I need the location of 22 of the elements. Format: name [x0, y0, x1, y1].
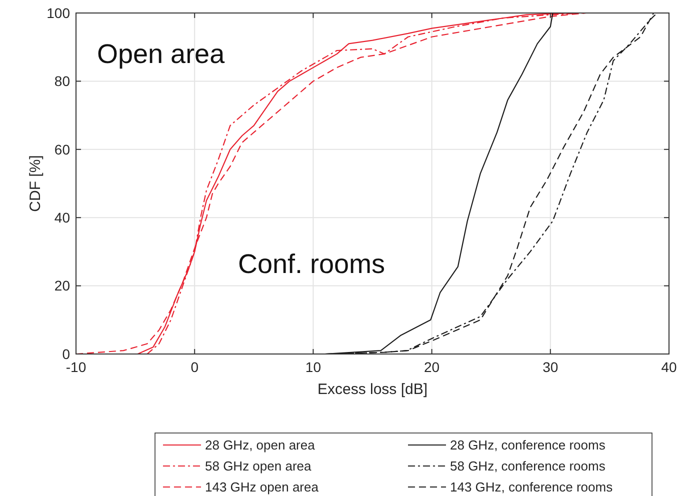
y-tick-label: 0 — [62, 346, 70, 362]
y-axis-title: CDF [%] — [27, 155, 44, 212]
legend-label: 28 GHz, open area — [205, 438, 316, 453]
annotation: Open area — [97, 39, 226, 69]
y-tick-label: 60 — [54, 141, 70, 158]
x-tick-label: 0 — [190, 359, 199, 375]
legend-label: 143 GHz open area — [205, 480, 320, 495]
y-tick-label: 40 — [54, 210, 70, 226]
y-tick-label: 80 — [54, 73, 70, 90]
y-tick-label: 100 — [46, 4, 70, 21]
x-axis-title: Excess loss [dB] — [317, 381, 428, 398]
annotation: Conf. rooms — [238, 249, 386, 279]
legend-label: 58 GHz open area — [205, 458, 312, 474]
legend-label: 58 GHz, conference rooms — [450, 458, 606, 474]
x-tick-label: 30 — [542, 359, 558, 375]
x-tick-label: 10 — [305, 359, 322, 375]
x-tick-label: -10 — [66, 359, 86, 375]
y-tick-label: 20 — [54, 278, 70, 294]
legend-label: 143 GHz, conference rooms — [450, 480, 614, 495]
legend-label: 28 GHz, conference rooms — [450, 438, 606, 453]
x-tick-label: 20 — [424, 359, 440, 375]
x-tick-label: 40 — [661, 359, 677, 375]
